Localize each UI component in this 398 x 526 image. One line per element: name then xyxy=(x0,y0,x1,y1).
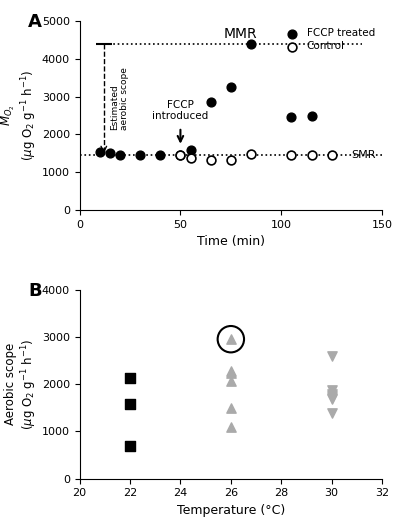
FCCP treated xyxy=(288,113,295,122)
Y-axis label: $\dot{M}_{O_2}$
($\mu$g O$_2$ g$^{-1}$ h$^{-1}$): $\dot{M}_{O_2}$ ($\mu$g O$_2$ g$^{-1}$ h… xyxy=(0,70,39,161)
Control xyxy=(177,151,183,159)
Control xyxy=(248,150,254,158)
Y-axis label: Aerobic scope
($\mu$g O$_2$ g$^{-1}$ h$^{-1}$): Aerobic scope ($\mu$g O$_2$ g$^{-1}$ h$^… xyxy=(4,338,39,430)
Control xyxy=(207,156,214,164)
Point xyxy=(328,392,335,401)
Control xyxy=(308,151,315,159)
Point xyxy=(127,441,133,450)
Control xyxy=(187,154,194,162)
FCCP treated xyxy=(157,151,164,159)
Point xyxy=(127,374,133,382)
FCCP treated xyxy=(308,112,315,120)
X-axis label: Time (min): Time (min) xyxy=(197,236,265,248)
FCCP treated xyxy=(177,151,183,159)
Point xyxy=(328,394,335,402)
Point xyxy=(228,369,234,378)
FCCP treated xyxy=(107,149,113,158)
Point xyxy=(328,395,335,403)
Point xyxy=(328,351,335,360)
Text: A: A xyxy=(28,14,42,32)
Point xyxy=(328,390,335,398)
Text: Estimated
aerobic scope: Estimated aerobic scope xyxy=(110,67,129,130)
Point xyxy=(228,335,234,343)
Text: MMR: MMR xyxy=(224,27,258,41)
Point xyxy=(228,423,234,431)
Legend: FCCP treated, Control: FCCP treated, Control xyxy=(279,26,377,54)
Control xyxy=(328,151,335,159)
Point xyxy=(228,377,234,386)
FCCP treated xyxy=(187,145,194,154)
Point xyxy=(228,367,234,375)
Point xyxy=(328,409,335,417)
Control xyxy=(288,151,295,159)
X-axis label: Temperature (°C): Temperature (°C) xyxy=(177,504,285,517)
FCCP treated xyxy=(228,83,234,92)
Point xyxy=(127,400,133,408)
Point xyxy=(328,386,335,394)
Text: B: B xyxy=(28,282,42,300)
FCCP treated xyxy=(117,150,123,159)
FCCP treated xyxy=(248,41,254,49)
FCCP treated xyxy=(207,98,214,107)
Text: SMR: SMR xyxy=(351,150,376,160)
Control xyxy=(228,156,234,164)
Text: FCCP
introduced: FCCP introduced xyxy=(152,99,209,122)
FCCP treated xyxy=(137,150,143,159)
Point xyxy=(228,404,234,412)
FCCP treated xyxy=(97,148,103,156)
